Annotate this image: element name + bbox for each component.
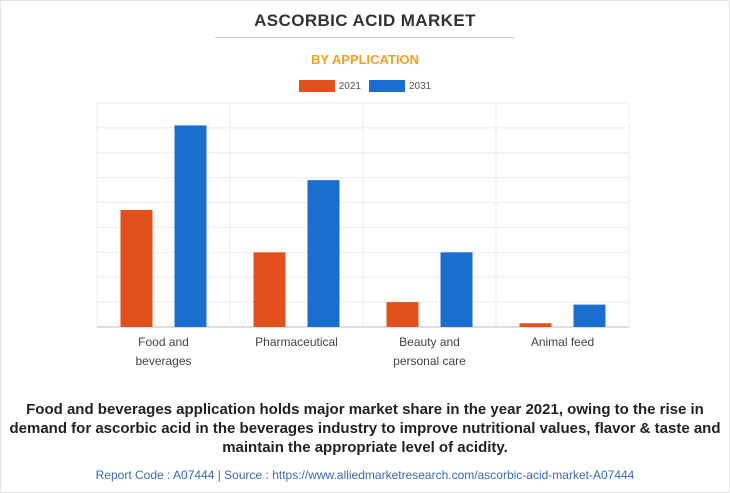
legend-label-2031: 2031 [409,80,432,92]
x-tick-label-1: Pharmaceutical [255,335,338,349]
legend-item-2021[interactable]: 2021 [298,80,361,92]
bar-2021-0 [120,210,153,327]
bar-2031-3 [573,304,606,327]
chart-caption: Food and beverages application holds maj… [9,401,721,456]
chart-title: ASCORBIC ACID MARKET [254,11,476,30]
legend-label-2021: 2021 [338,80,361,92]
bar-chart: Food and beverages Pharmaceutical Beauty an… [96,102,630,368]
bar-2021-3 [519,323,552,327]
bar-2021-1 [253,252,286,327]
x-tick-label-3: Animal feed [531,335,594,349]
x-tick-label-2: Beauty and personal care [393,335,466,368]
legend-swatch-2031 [369,80,405,92]
chart-legend: 2021 2031 [0,80,730,92]
bar-2031-0 [174,125,207,328]
x-tick-label-0: Food and beverages [135,335,191,368]
bar-2021-2 [386,302,419,327]
title-divider [215,37,515,38]
legend-swatch-2021 [298,80,335,92]
legend-item-2031[interactable]: 2031 [369,80,431,92]
bar-2031-1 [307,180,340,327]
chart-subtitle: BY APPLICATION [310,52,420,67]
report-source-footer[interactable]: Report Code : A07444 | Source : https://… [95,468,635,482]
bar-2031-2 [440,252,473,327]
